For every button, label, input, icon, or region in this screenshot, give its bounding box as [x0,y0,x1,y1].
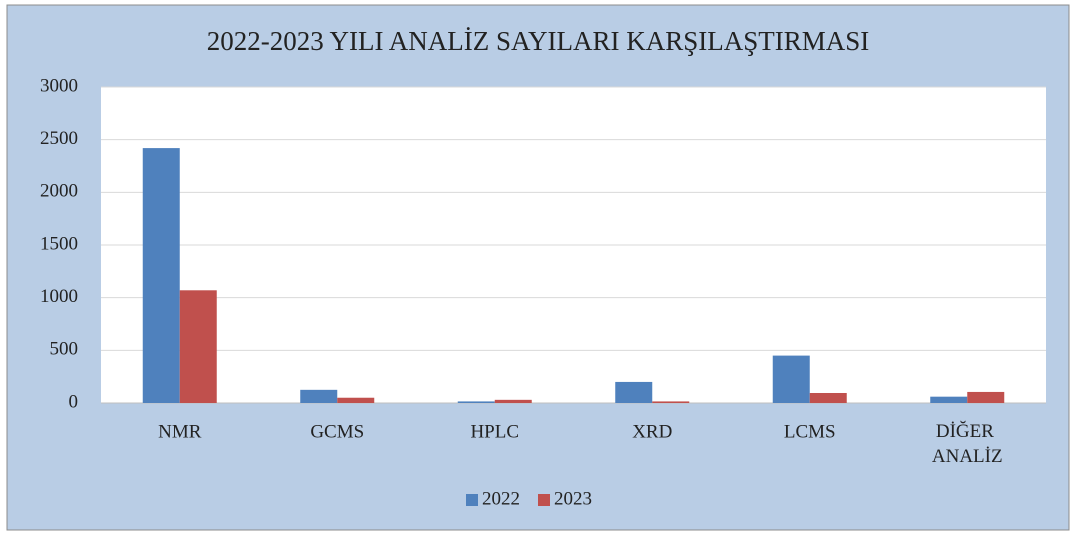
bar [615,381,653,403]
bar [930,396,968,403]
bar [967,391,1005,403]
bar [494,399,532,403]
y-tick-label: 2000 [40,181,78,202]
bar [337,397,375,403]
x-tick-label: HPLC [470,421,519,442]
legend-label: 2022 [482,488,520,509]
legend-label: 2023 [554,488,592,509]
bar [300,389,338,403]
x-tick-label: GCMS [310,421,364,442]
bar [142,148,180,403]
x-tick-label: NMR [158,421,202,442]
bar [457,401,495,403]
bar [179,290,217,403]
y-tick-label: 2500 [40,128,78,149]
x-tick-label: XRD [632,421,672,442]
bar [809,392,847,403]
bar [772,355,810,403]
y-tick-label: 3000 [40,75,78,96]
y-tick-label: 1000 [40,286,78,307]
legend-swatch [466,494,478,506]
legend-swatch [538,494,550,506]
y-tick-label: 500 [50,339,79,360]
x-tick-label: DİĞER ANALİZ [932,420,1003,467]
bar [652,401,690,403]
y-tick-label: 0 [69,391,79,412]
y-tick-label: 1500 [40,233,78,254]
chart-title: 2022-2023 YILI ANALİZ SAYILARI KARŞILAŞT… [207,26,870,56]
x-tick-label: LCMS [784,421,836,442]
